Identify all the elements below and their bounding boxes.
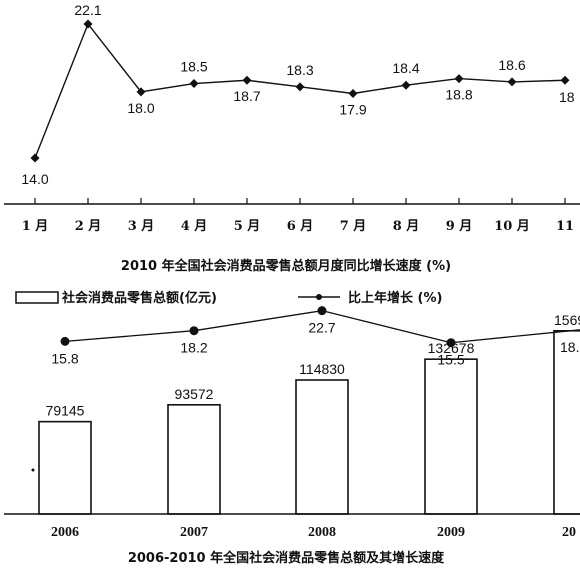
- annual-growth-labels: 15.8 18.2 22.7 15.5 18.: [51, 320, 579, 368]
- monthly-point-marker: [83, 19, 93, 29]
- monthly-point-marker: [242, 75, 252, 85]
- monthly-point-marker: [560, 75, 570, 85]
- monthly-x-tick-label: 4 月: [181, 219, 208, 234]
- annual-sales-value-label: 93572: [175, 386, 214, 402]
- annual-x-tick-label: 2007: [180, 525, 208, 540]
- monthly-x-tick-label: 1 月: [22, 219, 49, 234]
- annual-growth-value-label: 18.2: [180, 340, 207, 356]
- monthly-value-label: 18.5: [180, 59, 207, 75]
- annual-growth-value-label: 15.5: [437, 352, 464, 368]
- annual-sales-chart: 79145935721148301326781569 15.818.222.71…: [4, 306, 580, 566]
- monthly-growth-labels: 14.0 22.1 18.0 18.5 18.7 18.3 17.9 18.4 18.8 18.6…: [21, 2, 574, 187]
- legend-line-marker: [316, 294, 322, 300]
- monthly-point-marker: [348, 88, 358, 98]
- annual-growth-value-label: 15.8: [51, 350, 78, 366]
- annual-sales-value-label: 132678: [428, 340, 475, 356]
- annual-sales-bar: [424, 358, 478, 515]
- annual-x-tick-label: 2009: [437, 525, 465, 540]
- monthly-x-tick-label: 8 月: [393, 219, 420, 234]
- annual-sales-value-label: 114830: [299, 361, 345, 377]
- annual-sales-value-label: 79145: [46, 403, 85, 419]
- annual-growth-point: [317, 306, 327, 316]
- monthly-value-label: 17.9: [339, 101, 366, 117]
- monthly-x-tick-label: 2 月: [75, 219, 102, 234]
- annual-growth-points: [60, 306, 456, 348]
- annual-growth-value-label: 18.: [560, 339, 579, 355]
- monthly-point-marker: [507, 77, 517, 87]
- legend-bar-swatch: [15, 291, 59, 304]
- monthly-x-tick-label: 6 月: [287, 219, 314, 234]
- monthly-value-label: 18.0: [127, 100, 154, 116]
- annual-sales-bar: [553, 329, 580, 515]
- monthly-x-ticks: 1 月 2 月 3 月 4 月 5 月 6 月 7 月 8 月 9 月 10 月 11: [22, 198, 574, 234]
- monthly-chart-title: 2010 年全国社会消费品零售总额月度同比增长速度 (%): [121, 258, 451, 274]
- annual-growth-point: [60, 336, 70, 346]
- monthly-value-label: 18.3: [286, 62, 313, 78]
- monthly-point-marker: [454, 74, 464, 84]
- annual-sales-value-label: 1569: [554, 312, 580, 328]
- annual-x-ticks: 2006 2007 2008 2009 20: [51, 525, 576, 540]
- monthly-x-tick-label: 7 月: [340, 219, 367, 234]
- monthly-value-label: 18: [559, 89, 575, 105]
- annual-growth-point: [189, 326, 199, 336]
- monthly-x-tick-label: 9 月: [446, 219, 473, 234]
- monthly-growth-chart: 1 月 2 月 3 月 4 月 5 月 6 月 7 月 8 月 9 月 10 月 11 14.0 22…: [4, 2, 580, 274]
- annual-x-tick-label: 2006: [51, 525, 79, 540]
- monthly-x-tick-label: 5 月: [234, 219, 261, 234]
- monthly-point-marker: [30, 153, 40, 163]
- legend-line-label: 比上年增长 (%): [348, 290, 442, 306]
- annual-x-tick-label: 20: [562, 525, 576, 540]
- monthly-value-label: 18.6: [498, 57, 525, 73]
- annual-sales-bar: [38, 420, 92, 515]
- monthly-x-tick-label: 3 月: [128, 219, 155, 234]
- monthly-growth-points: [30, 19, 570, 163]
- annual-sales-bar-labels: 79145 93572 114830 132678 1569: [46, 312, 580, 419]
- annual-sales-bar: [167, 404, 221, 515]
- annual-growth-point: [446, 338, 456, 348]
- monthly-x-tick-label: 11: [556, 219, 574, 234]
- monthly-point-marker: [295, 82, 305, 92]
- annual-x-tick-label: 2008: [308, 525, 336, 540]
- annual-chart-title: 2006-2010 年全国社会消费品零售总额及其增长速度: [128, 550, 445, 566]
- annual-growth-value-label: 22.7: [308, 320, 335, 336]
- monthly-point-marker: [401, 80, 411, 90]
- monthly-value-label: 18.7: [233, 88, 260, 104]
- monthly-x-tick-label: 10 月: [494, 219, 530, 234]
- legend-bar-label: 社会消费品零售总额(亿元): [61, 290, 217, 306]
- annual-chart-legend: 社会消费品零售总额(亿元) 比上年增长 (%): [15, 290, 442, 306]
- monthly-point-marker: [136, 87, 146, 97]
- stray-dot: [31, 468, 35, 472]
- monthly-value-label: 22.1: [74, 2, 101, 18]
- annual-sales-bars: [38, 329, 580, 515]
- monthly-value-label: 14.0: [21, 171, 48, 187]
- annual-sales-bar: [295, 379, 349, 515]
- monthly-point-marker: [189, 79, 199, 89]
- monthly-value-label: 18.8: [445, 87, 472, 103]
- monthly-value-label: 18.4: [392, 60, 419, 76]
